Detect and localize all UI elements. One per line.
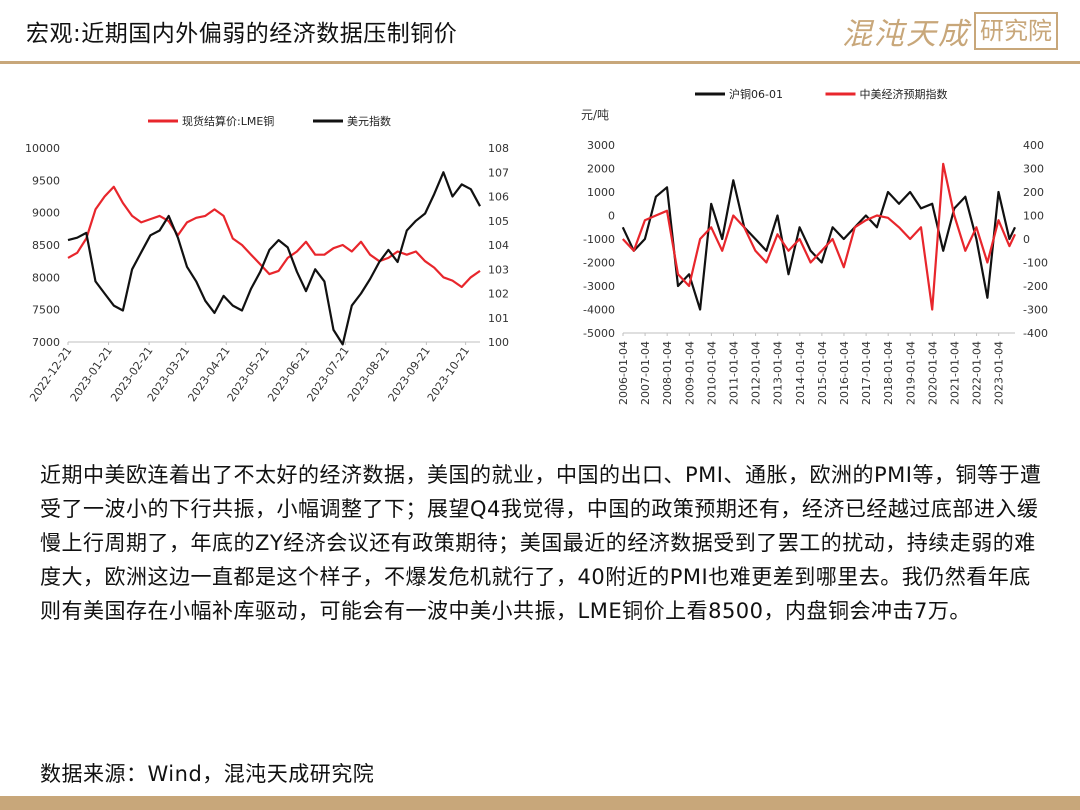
y-right-tick-label: 400 bbox=[1023, 139, 1044, 152]
y-left-tick-label: -3000 bbox=[583, 280, 615, 293]
logo-text: 混沌天成 bbox=[842, 17, 970, 52]
y-left-tick-label: 2000 bbox=[587, 163, 615, 176]
y-right-tick-label: -300 bbox=[1023, 304, 1048, 317]
x-tick-label: 2019-01-04 bbox=[904, 341, 917, 405]
legend-label: 中美经济预期指数 bbox=[860, 87, 948, 101]
y-right-tick-label: 106 bbox=[488, 191, 509, 204]
x-tick-label: 2023-01-21 bbox=[68, 344, 115, 404]
x-tick-label: 2013-01-04 bbox=[772, 341, 785, 405]
y-right-tick-label: 100 bbox=[488, 336, 509, 349]
x-tick-label: 2023-10-21 bbox=[425, 344, 472, 404]
y-right-tick-label: 104 bbox=[488, 239, 509, 252]
x-tick-label: 2014-01-04 bbox=[794, 341, 807, 405]
series-line bbox=[621, 179, 1016, 311]
y-right-tick-label: -200 bbox=[1023, 280, 1048, 293]
y-right-tick-label: 108 bbox=[488, 142, 509, 155]
legend-label: 美元指数 bbox=[347, 114, 391, 128]
y-left-tick-label: 9000 bbox=[32, 207, 60, 220]
x-tick-label: 2017-01-04 bbox=[860, 341, 873, 405]
x-tick-label: 2023-08-21 bbox=[345, 344, 392, 404]
legend-label: 现货结算价:LME铜 bbox=[182, 114, 274, 128]
x-tick-label: 2023-01-04 bbox=[993, 341, 1006, 405]
data-source: 数据来源：Wind，混沌天成研究院 bbox=[40, 762, 375, 786]
y-left-tick-label: 8000 bbox=[32, 271, 60, 284]
x-tick-label: 2018-01-04 bbox=[882, 341, 895, 405]
y-left-tick-label: -1000 bbox=[583, 233, 615, 246]
page-title: 宏观:近期国内外偏弱的经济数据压制铜价 bbox=[26, 21, 458, 47]
y-left-tick-label: 0 bbox=[608, 210, 615, 223]
y-right-tick-label: 0 bbox=[1023, 233, 1030, 246]
y-left-tick-label: 10000 bbox=[25, 142, 60, 155]
x-tick-label: 2015-01-04 bbox=[816, 341, 829, 405]
y-right-tick-label: 100 bbox=[1023, 210, 1044, 223]
y-right-tick-label: 105 bbox=[488, 215, 509, 228]
x-tick-label: 2006-01-04 bbox=[617, 341, 630, 405]
y-right-tick-label: 107 bbox=[488, 166, 509, 179]
x-tick-label: 2008-01-04 bbox=[661, 341, 674, 405]
copper-spread-vs-expectation-chart: -5000-4000-3000-2000-10000100020003000-4… bbox=[581, 87, 1048, 405]
y-right-tick-label: 103 bbox=[488, 263, 509, 276]
series-line bbox=[621, 162, 1016, 311]
y-left-tick-label: 7000 bbox=[32, 336, 60, 349]
y-right-tick-label: 300 bbox=[1023, 163, 1044, 176]
x-tick-label: 2010-01-04 bbox=[705, 341, 718, 405]
x-tick-label: 2007-01-04 bbox=[639, 341, 652, 405]
y-left-tick-label: -2000 bbox=[583, 257, 615, 270]
y-left-tick-label: 7500 bbox=[32, 304, 60, 317]
copper-vs-dollar-chart: 7000 7500 8000 8500 9000 9500 10000 100 101 102 10… bbox=[25, 114, 509, 404]
legend-label: 沪铜06-01 bbox=[729, 87, 783, 101]
y-left-tick-label: -4000 bbox=[583, 304, 615, 317]
y-left-tick-label: 3000 bbox=[587, 139, 615, 152]
x-tick-label: 2023-05-21 bbox=[225, 344, 272, 404]
logo-box-text: 研究院 bbox=[974, 12, 1058, 50]
x-tick-label: 2012-01-04 bbox=[750, 341, 763, 405]
series-line bbox=[67, 171, 481, 346]
y-right-tick-label: -100 bbox=[1023, 257, 1048, 270]
y-right-tick-label: 101 bbox=[488, 312, 509, 325]
x-tick-label: 2022-12-21 bbox=[27, 344, 74, 404]
y-left-tick-label: 8500 bbox=[32, 239, 60, 252]
series-line bbox=[67, 185, 481, 289]
x-tick-label: 2011-01-04 bbox=[727, 341, 740, 405]
y-left-tick-label: -5000 bbox=[583, 327, 615, 340]
footer-bar bbox=[0, 796, 1080, 810]
y-left-tick-label: 1000 bbox=[587, 186, 615, 199]
y-right-tick-label: 200 bbox=[1023, 186, 1044, 199]
y-left-unit-label: 元/吨 bbox=[581, 108, 609, 122]
x-tick-label: 2023-07-21 bbox=[304, 344, 351, 404]
brand-logo: 混沌天成 研究院 bbox=[842, 10, 1058, 52]
commentary-paragraph: 近期中美欧连着出了不太好的经济数据，美国的就业，中国的出口、PMI、通胀，欧洲的… bbox=[40, 463, 1042, 623]
x-tick-label: 2009-01-04 bbox=[683, 341, 696, 405]
x-tick-label: 2021-01-04 bbox=[948, 341, 961, 405]
y-right-tick-label: -400 bbox=[1023, 327, 1048, 340]
header: 宏观:近期国内外偏弱的经济数据压制铜价 混沌天成 研究院 bbox=[0, 0, 1080, 64]
x-tick-label: 2016-01-04 bbox=[838, 341, 851, 405]
x-tick-label: 2020-01-04 bbox=[926, 341, 939, 405]
header-divider bbox=[0, 61, 1080, 64]
y-right-tick-label: 102 bbox=[488, 288, 509, 301]
x-tick-label: 2022-01-04 bbox=[971, 341, 984, 405]
y-left-tick-label: 9500 bbox=[32, 174, 60, 187]
